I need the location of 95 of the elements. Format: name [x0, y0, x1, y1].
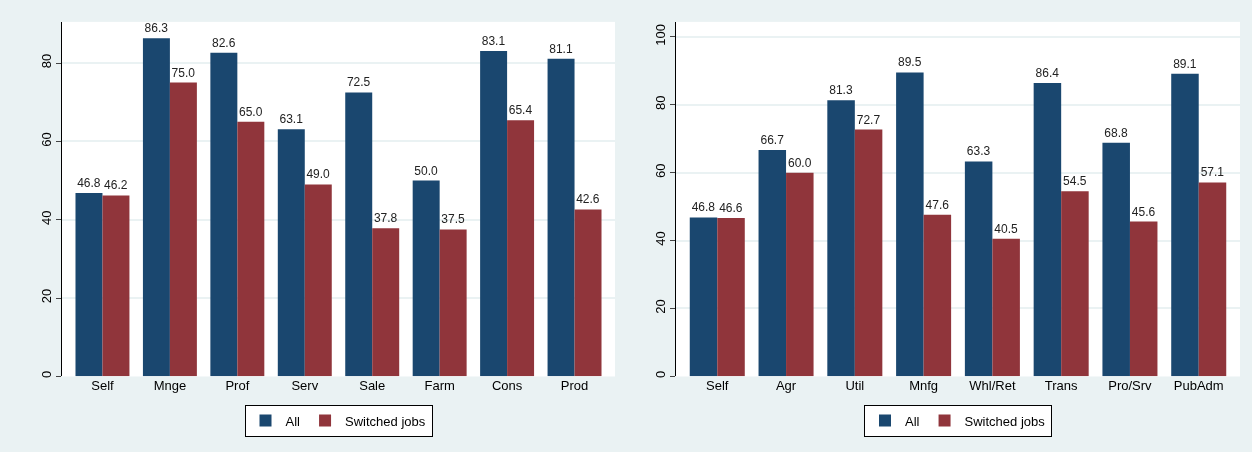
bar — [412, 180, 440, 377]
bar — [169, 82, 197, 377]
data-label: 46.2 — [104, 178, 128, 193]
bar — [896, 72, 924, 377]
bar — [75, 193, 103, 377]
y-tick-label: 60 — [652, 163, 668, 178]
data-label: 72.5 — [346, 75, 371, 90]
x-tick-label: Mnge — [153, 378, 187, 394]
bar — [854, 129, 883, 377]
data-label: 86.4 — [1035, 66, 1060, 81]
data-label: 89.1 — [1173, 56, 1197, 71]
x-tick-label: Self — [706, 378, 729, 394]
bar — [277, 129, 305, 377]
bar — [1033, 83, 1062, 377]
data-label: 60.0 — [787, 155, 812, 170]
x-tick-label: Pro/Srv — [1108, 378, 1153, 394]
data-label: 65.0 — [238, 104, 263, 119]
y-tick-label: 40 — [38, 210, 54, 225]
y-tick-label: 60 — [38, 132, 54, 147]
legend-label: All — [905, 413, 920, 429]
x-tick-label: PubAdm — [1173, 378, 1224, 394]
bar — [923, 214, 952, 377]
bar — [1129, 221, 1158, 377]
y-tick-label: 40 — [652, 231, 668, 246]
x-tick-label: Util — [845, 378, 865, 394]
bar — [758, 149, 787, 377]
data-label: 83.1 — [481, 33, 506, 48]
bar — [102, 195, 130, 377]
x-tick-label: Self — [91, 378, 115, 394]
data-label: 82.6 — [212, 35, 236, 50]
x-tick-label: Agr — [775, 378, 797, 394]
data-label: 54.5 — [1063, 174, 1087, 189]
data-label: 66.7 — [760, 132, 785, 147]
legend-label: Switched jobs — [345, 413, 426, 429]
bar — [1198, 182, 1227, 377]
legend-label: Switched jobs — [964, 413, 1046, 429]
bar — [439, 229, 467, 377]
bar — [210, 52, 238, 377]
data-label: 86.3 — [144, 21, 169, 36]
data-label: 75.0 — [171, 65, 196, 80]
bar — [480, 50, 508, 377]
y-tick-label: 80 — [652, 95, 668, 111]
data-label: 72.7 — [856, 112, 881, 127]
data-label: 37.8 — [373, 211, 398, 226]
data-label: 50.0 — [414, 163, 439, 178]
bar — [142, 38, 170, 377]
bar — [964, 161, 993, 377]
bar — [1102, 142, 1130, 377]
data-label: 37.5 — [441, 212, 465, 227]
y-tick-label: 0 — [652, 370, 668, 378]
data-label: 42.6 — [576, 192, 600, 207]
bar — [547, 58, 575, 377]
data-label: 63.3 — [966, 144, 991, 159]
bar — [372, 228, 400, 377]
x-tick-label: Mnfg — [909, 378, 939, 394]
x-tick-label: Prod — [560, 378, 589, 394]
y-tick-label: 80 — [38, 53, 54, 69]
bar — [827, 100, 855, 377]
bar — [507, 120, 535, 377]
data-label: 81.1 — [549, 41, 573, 56]
data-label: 46.6 — [719, 201, 743, 216]
bar — [786, 172, 814, 377]
y-tick-label: 100 — [652, 24, 668, 46]
bar — [345, 92, 373, 377]
data-label: 63.1 — [279, 112, 304, 127]
bar — [574, 209, 602, 377]
x-tick-label: Cons — [491, 378, 523, 394]
x-tick-label: Farm — [424, 378, 455, 394]
bar — [1061, 191, 1089, 377]
x-tick-label: Prof — [225, 378, 250, 394]
data-label: 47.6 — [925, 197, 950, 212]
bar — [304, 184, 332, 377]
data-label: 89.5 — [898, 55, 922, 70]
data-label: 46.8 — [77, 176, 101, 191]
bar — [992, 238, 1020, 377]
x-tick-label: Serv — [291, 378, 319, 394]
bar — [237, 121, 265, 377]
bar — [689, 217, 718, 377]
data-label: 49.0 — [306, 167, 331, 182]
y-tick-label: 20 — [652, 299, 668, 314]
y-tick-label: 0 — [38, 370, 54, 378]
data-label: 57.1 — [1200, 165, 1225, 180]
x-tick-label: Trans — [1044, 378, 1079, 394]
data-label: 40.5 — [994, 221, 1018, 236]
x-tick-label: Sale — [359, 378, 386, 394]
bar — [1171, 73, 1199, 377]
x-tick-label: Whl/Ret — [969, 378, 1016, 394]
data-label: 45.6 — [1131, 204, 1156, 219]
y-tick-label: 20 — [38, 288, 54, 304]
data-label: 81.3 — [829, 83, 853, 98]
data-label: 65.4 — [508, 103, 533, 118]
data-label: 68.8 — [1104, 125, 1129, 140]
legend-label: All — [285, 413, 301, 429]
data-label: 46.8 — [691, 200, 716, 215]
bar — [717, 218, 745, 377]
